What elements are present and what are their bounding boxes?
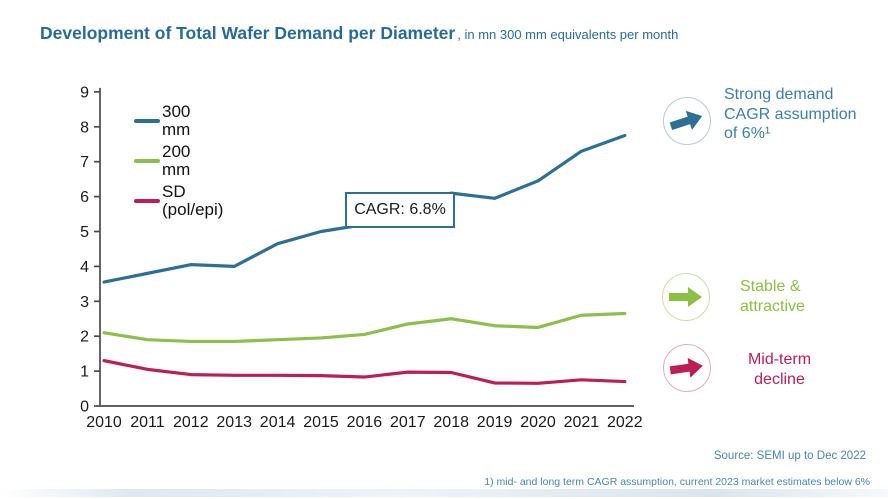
circle-badge xyxy=(663,344,711,392)
x-tick-label: 2013 xyxy=(216,414,252,431)
legend-item-sd: SD (pol/epi) xyxy=(134,183,223,219)
cagr-callout-label: CAGR: 6.8% xyxy=(354,201,446,218)
legend-swatch-sd xyxy=(134,199,160,203)
x-tick-label: 2021 xyxy=(564,414,600,431)
right-up-arrow-icon xyxy=(669,110,703,131)
x-tick-label: 2010 xyxy=(86,414,122,431)
x-tick-label: 2012 xyxy=(173,414,209,431)
legend-swatch-200mm xyxy=(134,159,160,163)
annotation-label: Strong demand CAGR assumption of 6%¹ xyxy=(724,86,857,142)
y-tick-label: 9 xyxy=(80,84,89,101)
right-arrow-icon xyxy=(669,357,703,378)
annotation-label: Stable & attractive xyxy=(740,278,805,315)
footer-divider-strip xyxy=(0,489,888,497)
x-tick-label: 2018 xyxy=(433,414,469,431)
right-arrow-icon xyxy=(669,287,702,307)
chart-subtitle: , in mn 300 mm equivalents per month xyxy=(457,27,679,42)
circle-badge xyxy=(662,273,710,321)
x-tick-label: 2017 xyxy=(390,414,426,431)
cagr-callout-box: CAGR: 6.8% xyxy=(345,192,455,228)
y-tick-label: 3 xyxy=(80,294,89,311)
y-tick-label: 8 xyxy=(80,119,89,136)
x-tick-label: 2016 xyxy=(347,414,383,431)
y-tick-label: 0 xyxy=(80,399,89,416)
series-line-1 xyxy=(102,311,627,344)
y-tick-label: 6 xyxy=(80,189,89,206)
x-tick-label: 2022 xyxy=(607,414,643,431)
circle-badge xyxy=(663,97,711,145)
legend-label-300mm: 300 mm xyxy=(162,102,191,139)
y-tick-label: 4 xyxy=(80,259,89,276)
page-title: Development of Total Wafer Demand per Di… xyxy=(40,23,678,44)
x-tick-label: 2019 xyxy=(477,414,513,431)
y-tick-label: 5 xyxy=(80,224,89,241)
chart-title: Development of Total Wafer Demand per Di… xyxy=(40,23,456,43)
series-line-2 xyxy=(102,359,627,385)
x-tick-label: 2020 xyxy=(520,414,556,431)
x-tick-label: 2014 xyxy=(260,414,296,431)
legend-item-200mm: 200 mm xyxy=(134,143,190,179)
source-note: Source: SEMI up to Dec 2022 xyxy=(713,450,866,462)
annotation-label: Mid-term decline xyxy=(747,351,812,388)
legend-swatch-300mm xyxy=(134,119,160,123)
footnote: 1) mid- and long term CAGR assumption, c… xyxy=(484,476,870,488)
y-tick-label: 2 xyxy=(80,329,89,346)
legend-label-sd: SD (pol/epi) xyxy=(162,182,224,219)
x-tick-label: 2011 xyxy=(130,414,165,431)
y-tick-label: 1 xyxy=(80,364,89,381)
legend-label-200mm: 200 mm xyxy=(162,142,191,179)
legend-item-300mm: 300 mm xyxy=(134,103,190,139)
y-tick-label: 7 xyxy=(80,154,89,171)
x-tick-label: 2015 xyxy=(303,414,339,431)
